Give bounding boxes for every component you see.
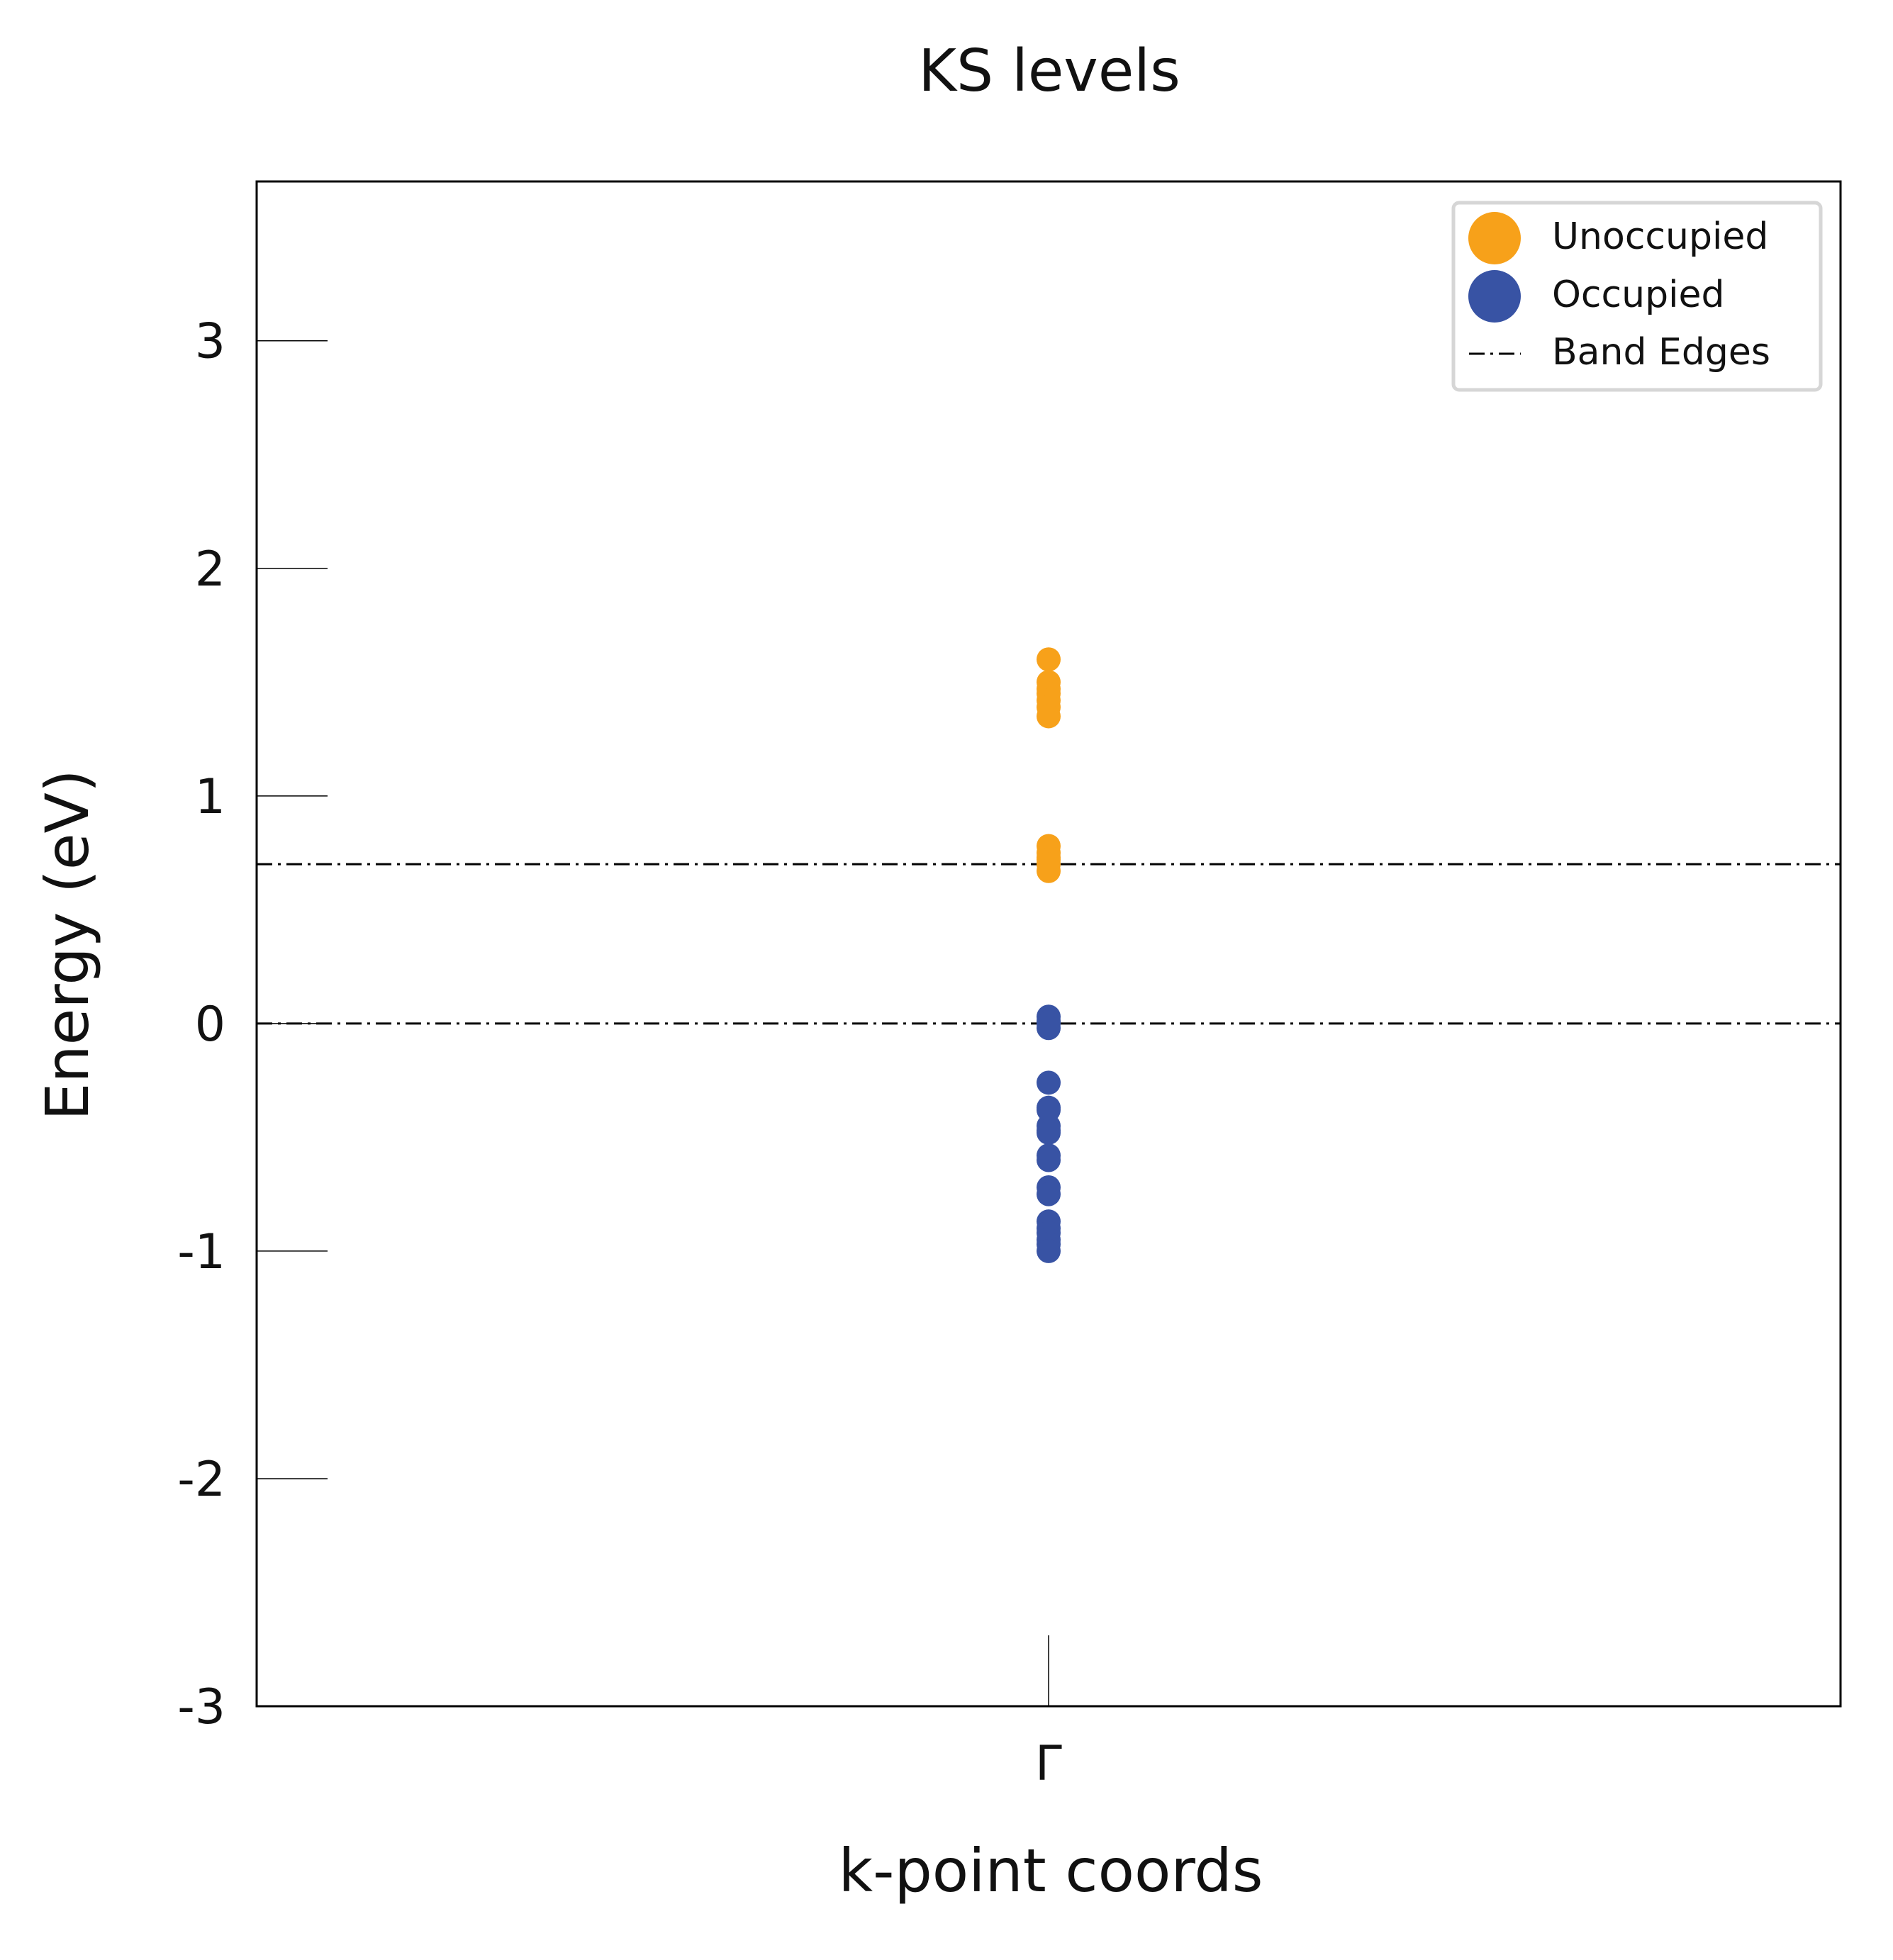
occupied-point — [1037, 1016, 1061, 1041]
legend-occupied-marker — [1468, 270, 1521, 323]
occupied-point — [1037, 1070, 1061, 1095]
plot-area: -3 -2 -1 0 1 2 3 Γ — [177, 180, 1842, 1792]
occupied-point — [1037, 1148, 1061, 1172]
x-tick-label: Γ — [1035, 1736, 1062, 1792]
x-axis-label: k-point coords — [839, 1836, 1263, 1905]
unoccupied-point — [1037, 858, 1061, 883]
unoccupied-point — [1037, 647, 1061, 672]
legend-band-edges-label: Band Edges — [1552, 331, 1770, 374]
y-axis-ticks: -3 -2 -1 0 1 2 3 — [177, 314, 328, 1735]
legend-unoccupied-label: Unoccupied — [1552, 215, 1768, 258]
y-tick-label: 3 — [195, 314, 225, 370]
chart-title: KS levels — [918, 38, 1180, 105]
y-tick-label: -3 — [177, 1679, 225, 1735]
y-axis-label: Energy (eV) — [33, 769, 102, 1120]
unoccupied-point — [1037, 704, 1061, 729]
legend-box — [1451, 201, 1823, 392]
occupied-point — [1037, 1238, 1061, 1263]
y-tick-label: 1 — [195, 769, 225, 825]
legend-occupied-label: Occupied — [1552, 274, 1725, 316]
legend: Unoccupied Occupied Band Edges — [1451, 201, 1823, 392]
y-tick-label: 2 — [195, 542, 225, 598]
y-tick-label: -1 — [177, 1224, 225, 1280]
occupied-point — [1037, 1120, 1061, 1145]
x-axis-ticks: Γ — [1035, 1635, 1062, 1792]
y-tick-label: -2 — [177, 1452, 225, 1508]
data-points — [1037, 647, 1061, 1263]
occupied-point — [1037, 1182, 1061, 1206]
y-tick-label: 0 — [195, 997, 225, 1053]
legend-unoccupied-marker — [1468, 212, 1521, 264]
plot-frame — [255, 180, 1842, 1708]
band-edge-lines — [257, 863, 1841, 1025]
